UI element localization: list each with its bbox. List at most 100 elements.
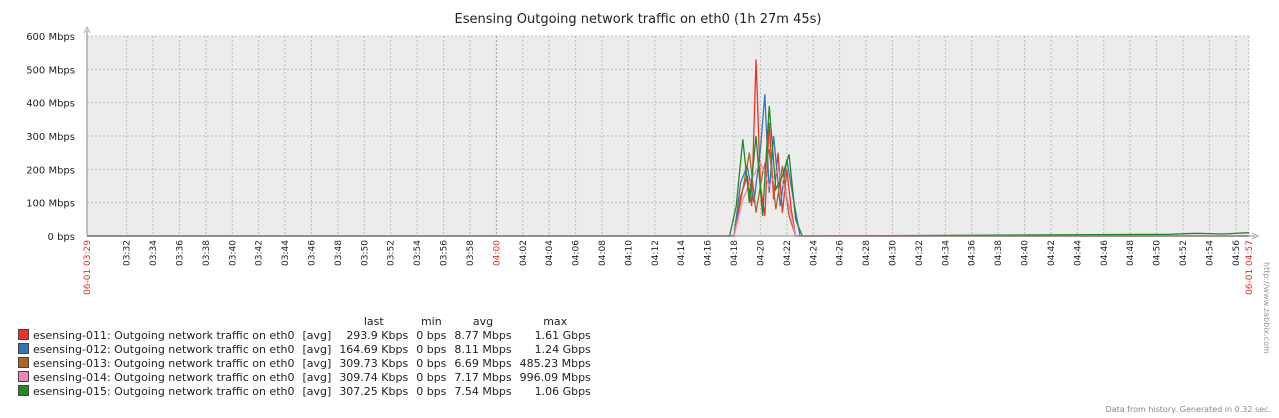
legend-func-cell: [avg] bbox=[302, 342, 332, 356]
x-tick-label: 03:54 bbox=[413, 240, 423, 266]
legend-avg-cell: 8.77 Mbps bbox=[454, 328, 512, 342]
zabbix-watermark: http://www.zabbix.com bbox=[1262, 262, 1271, 354]
x-tick-label: 04:54 bbox=[1205, 240, 1215, 266]
traffic-chart: Esensing Outgoing network traffic on eth… bbox=[26, 12, 1260, 295]
x-tick-label: 03:36 bbox=[175, 240, 185, 266]
legend-min-cell: 0 bps bbox=[416, 384, 447, 398]
x-tick-label: 04:26 bbox=[836, 240, 846, 266]
legend-name-cell: esensing-014: Outgoing network traffic o… bbox=[14, 370, 298, 384]
x-tick-label: 04:30 bbox=[888, 240, 898, 266]
legend-series-name: esensing-013: Outgoing network traffic o… bbox=[33, 356, 295, 370]
legend-min-cell: 0 bps bbox=[416, 356, 447, 370]
x-tick-label: 04:12 bbox=[651, 240, 661, 266]
legend-func-cell: [avg] bbox=[302, 370, 332, 384]
y-tick-label: 0 bps bbox=[48, 232, 75, 243]
x-tick-label: 06-01 03:29 bbox=[83, 240, 93, 295]
legend-row: esensing-015: Outgoing network traffic o… bbox=[14, 384, 595, 398]
x-tick-label: 04:40 bbox=[1021, 240, 1031, 266]
legend-max-cell: 485.23 Mbps bbox=[519, 356, 591, 370]
legend-avg-cell: 6.69 Mbps bbox=[454, 356, 512, 370]
x-tick-label: 04:14 bbox=[677, 240, 687, 266]
legend-series-name: esensing-015: Outgoing network traffic o… bbox=[33, 384, 295, 398]
x-axis-arrow-icon bbox=[1251, 232, 1260, 240]
legend-max-cell: 1.61 Gbps bbox=[534, 328, 591, 342]
x-tick-label: 03:44 bbox=[281, 240, 291, 266]
y-tick-label: 300 Mbps bbox=[26, 132, 75, 143]
x-tick-label: 03:50 bbox=[360, 240, 370, 266]
x-tick-label: 04:20 bbox=[756, 240, 766, 266]
legend-func-cell: [avg] bbox=[302, 328, 332, 342]
legend-last-cell: 307.25 Kbps bbox=[339, 384, 409, 398]
x-tick-label: 04:52 bbox=[1179, 240, 1189, 266]
x-axis-labels: 03:32 03:34 03:36 03:38 03:40 03:42 03:44 03:46… bbox=[83, 240, 1255, 295]
x-tick-label: 04:32 bbox=[915, 240, 925, 266]
legend-last-cell: 164.69 Kbps bbox=[339, 342, 409, 356]
x-tick-label: 03:46 bbox=[307, 240, 317, 266]
x-tick-label: 03:42 bbox=[255, 240, 265, 266]
x-tick-label: 04:50 bbox=[1153, 240, 1163, 266]
x-tick-label: 04:28 bbox=[862, 240, 872, 266]
legend-header-last: last bbox=[363, 314, 384, 328]
y-axis-labels: 0 bps 100 Mbps 200 Mbps 300 Mbps 400 Mbps 500… bbox=[26, 32, 75, 243]
legend-min-cell: 0 bps bbox=[416, 342, 447, 356]
x-tick-label: 04:16 bbox=[704, 240, 714, 266]
legend-min-cell: 0 bps bbox=[416, 328, 447, 342]
legend-name-cell: esensing-011: Outgoing network traffic o… bbox=[14, 328, 298, 342]
legend-header-min: min bbox=[420, 314, 442, 328]
x-tick-label: 04:34 bbox=[941, 240, 951, 266]
x-tick-label: 04:24 bbox=[809, 240, 819, 266]
x-tick-label: 04:02 bbox=[519, 240, 529, 266]
y-tick-label: 400 Mbps bbox=[26, 99, 75, 110]
legend-last-cell: 293.9 Kbps bbox=[346, 328, 409, 342]
legend-avg-cell: 7.54 Mbps bbox=[454, 384, 512, 398]
x-tick-label: 04:10 bbox=[624, 240, 634, 266]
legend: last min avg max esensing-011: Outgoing … bbox=[14, 314, 595, 398]
x-tick-label: 04:36 bbox=[968, 240, 978, 266]
x-tick-label: 04:08 bbox=[598, 240, 608, 266]
legend-color-swatch bbox=[18, 384, 29, 396]
x-tick-label: 03:56 bbox=[440, 240, 450, 266]
legend-series-name: esensing-014: Outgoing network traffic o… bbox=[33, 370, 295, 384]
legend-min-cell: 0 bps bbox=[416, 370, 447, 384]
legend-avg-cell: 8.11 Mbps bbox=[454, 342, 512, 356]
x-tick-label: 04:46 bbox=[1100, 240, 1110, 266]
legend-row: esensing-013: Outgoing network traffic o… bbox=[14, 356, 595, 370]
legend-color-swatch bbox=[18, 356, 29, 368]
legend-last-cell: 309.74 Kbps bbox=[339, 370, 409, 384]
legend-func-cell: [avg] bbox=[302, 384, 332, 398]
legend-color-swatch bbox=[18, 328, 29, 340]
legend-max-cell: 1.06 Gbps bbox=[534, 384, 591, 398]
series-line-5 bbox=[87, 105, 1250, 237]
legend-name-cell: esensing-015: Outgoing network traffic o… bbox=[14, 384, 298, 398]
x-tick-label: 03:52 bbox=[387, 240, 397, 266]
legend-avg-cell: 7.17 Mbps bbox=[454, 370, 512, 384]
x-tick-label: 04:06 bbox=[572, 240, 582, 266]
y-tick-label: 100 Mbps bbox=[26, 199, 75, 210]
x-tick-label: 03:38 bbox=[202, 240, 212, 266]
y-tick-label: 600 Mbps bbox=[26, 32, 75, 43]
legend-row: esensing-012: Outgoing network traffic o… bbox=[14, 342, 595, 356]
x-tick-label: 04:38 bbox=[994, 240, 1004, 266]
y-tick-label: 500 Mbps bbox=[26, 65, 75, 76]
x-tick-label: 04:18 bbox=[730, 240, 740, 266]
y-axis-arrow-icon bbox=[83, 25, 91, 34]
legend-name-cell: esensing-013: Outgoing network traffic o… bbox=[14, 356, 298, 370]
footer-note: Data from history. Generated in 0.32 sec… bbox=[1105, 405, 1271, 414]
x-tick-label: 04:04 bbox=[545, 240, 555, 266]
legend-color-swatch bbox=[18, 370, 29, 382]
legend-last-cell: 309.73 Kbps bbox=[339, 356, 409, 370]
x-tick-label: 04:44 bbox=[1073, 240, 1083, 266]
x-tick-label: 04:00 bbox=[492, 240, 502, 266]
legend-func-cell: [avg] bbox=[302, 356, 332, 370]
legend-row: esensing-011: Outgoing network traffic o… bbox=[14, 328, 595, 342]
x-tick-label: 04:48 bbox=[1126, 240, 1136, 266]
x-tick-label: 03:48 bbox=[334, 240, 344, 266]
legend-series-name: esensing-011: Outgoing network traffic o… bbox=[33, 328, 295, 342]
x-tick-label: 03:34 bbox=[149, 240, 159, 266]
x-tick-label: 04:22 bbox=[783, 240, 793, 266]
legend-max-cell: 1.24 Gbps bbox=[534, 342, 591, 356]
x-tick-label: 06-01 04:57 bbox=[1245, 240, 1255, 295]
legend-header-avg: avg bbox=[472, 314, 494, 328]
legend-color-swatch bbox=[18, 342, 29, 354]
legend-name-cell: esensing-012: Outgoing network traffic o… bbox=[14, 342, 298, 356]
